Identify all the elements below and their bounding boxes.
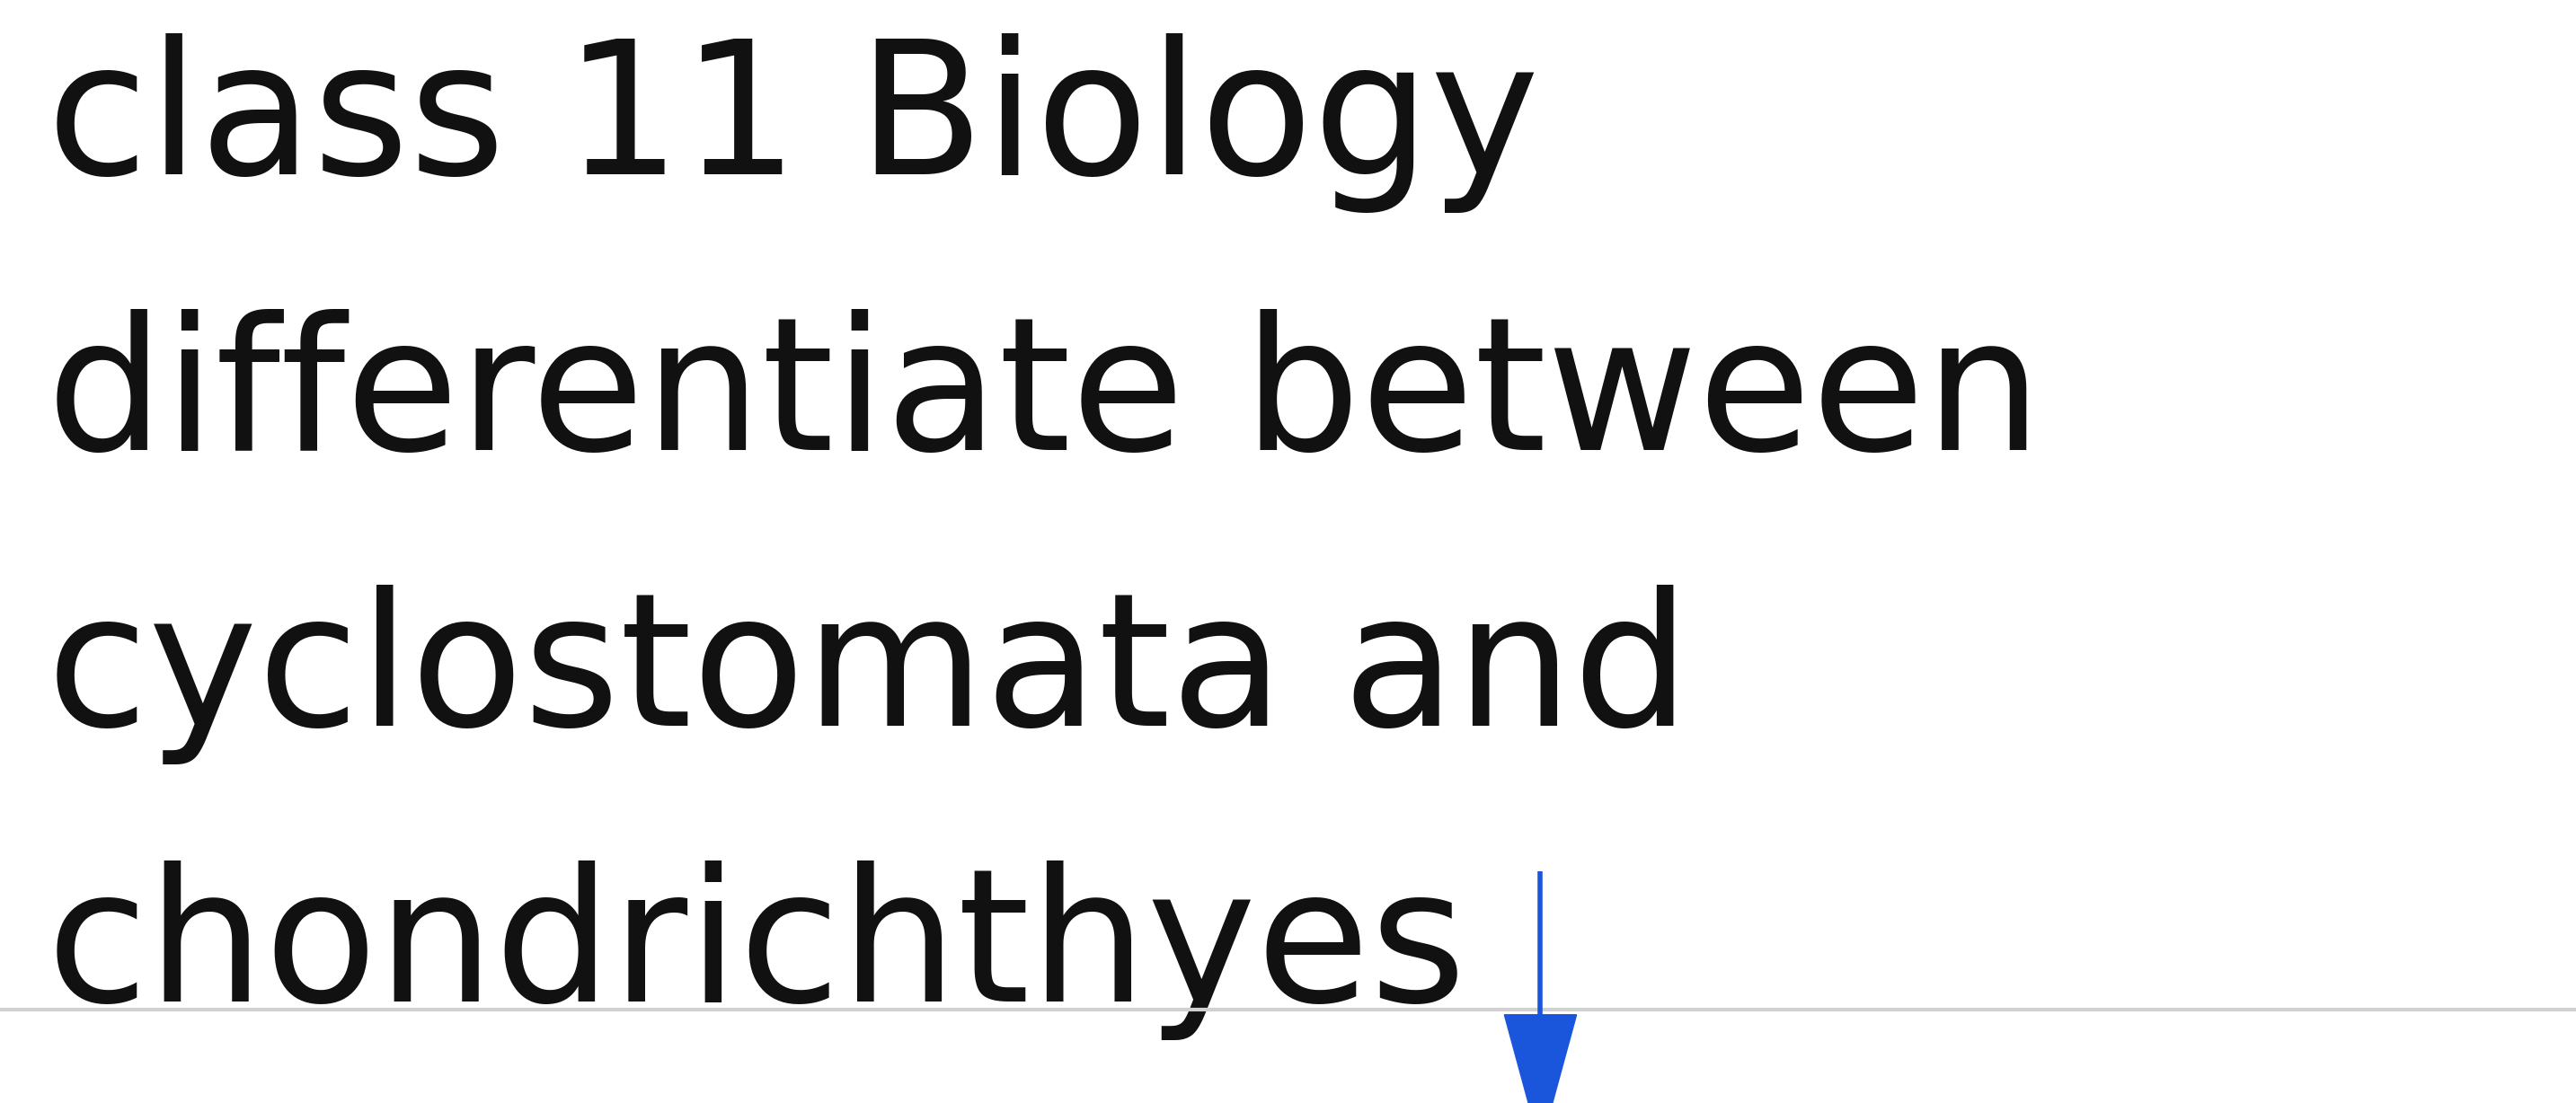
Text: cyclostomata and: cyclostomata and (46, 585, 1690, 764)
Text: differentiate between: differentiate between (46, 309, 2043, 489)
Polygon shape (1504, 1015, 1577, 1103)
Text: class 11 Biology: class 11 Biology (46, 33, 1538, 213)
Text: chondrichthyes: chondrichthyes (46, 860, 1466, 1040)
